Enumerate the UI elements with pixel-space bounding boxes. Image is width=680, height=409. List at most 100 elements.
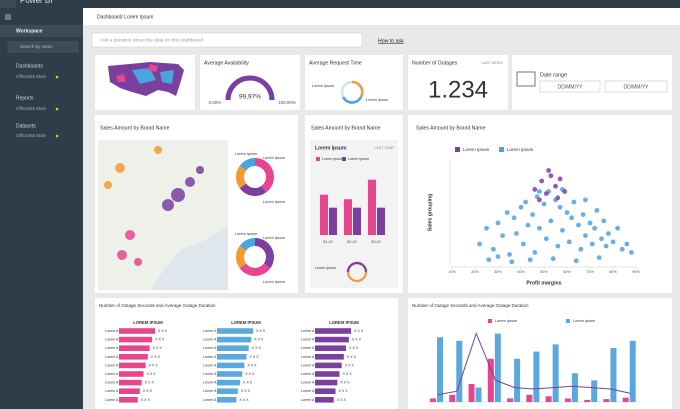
row-label: Lorem A — [105, 372, 119, 376]
row-label: Lorem A — [301, 381, 315, 385]
list-bar — [119, 336, 153, 343]
scatter-point — [539, 178, 545, 184]
row-value: X X X — [158, 329, 168, 333]
donut-segment — [239, 238, 255, 251]
row-label: Lorem A — [203, 338, 217, 342]
x-tick-label: 90% — [632, 270, 640, 274]
x-tick-label: 40% — [517, 270, 525, 274]
row-value: X X X — [339, 389, 349, 393]
scatter-point — [560, 227, 565, 233]
list-header: LOREM IPSUM — [329, 320, 359, 325]
bar — [610, 348, 617, 402]
bar — [456, 340, 463, 402]
bar — [584, 399, 591, 402]
row-label: Lorem A — [301, 372, 315, 376]
section-item[interactable]: Office365 Main — [16, 133, 47, 138]
menu-icon[interactable] — [5, 14, 11, 20]
row-label: Lorem A — [203, 355, 217, 359]
row-label: Lorem A — [301, 338, 315, 342]
section-label[interactable]: Reports — [16, 95, 34, 101]
workspace-row[interactable] — [0, 25, 83, 37]
legend-label: Lorem Ipsum — [573, 319, 595, 323]
bar — [564, 398, 571, 402]
row-value: X X X — [352, 338, 362, 342]
bar — [494, 333, 501, 402]
bar — [368, 179, 376, 235]
x-tick-label: 20% — [471, 270, 479, 274]
row-label: Lorem A — [105, 363, 119, 367]
scatter-point — [518, 204, 524, 210]
donut-label: Lorem Ipsum — [235, 152, 257, 156]
y-axis-label: Sales grouping — [427, 194, 433, 231]
row-value: X X X — [345, 363, 355, 367]
scatter-point — [580, 212, 586, 218]
list-bar — [217, 371, 243, 377]
date-title: Date range — [540, 72, 567, 78]
row-label: Lorem A — [203, 398, 217, 402]
list-bar — [217, 362, 245, 369]
scatter-point — [606, 231, 611, 236]
search-placeholder: Search by name — [20, 44, 53, 49]
row-label: Lorem A — [301, 389, 315, 393]
section-item[interactable]: Office365 Main — [16, 74, 47, 79]
gauge-arc — [225, 75, 275, 101]
section-label[interactable]: Dashboards — [16, 63, 43, 69]
row-value: X X X — [155, 338, 165, 342]
app-icon — [0, 0, 16, 8]
scatter-point — [543, 236, 549, 242]
search-box[interactable] — [7, 41, 79, 53]
scatter-point — [543, 191, 549, 197]
list-bar — [119, 354, 148, 360]
us-map-regions — [116, 64, 158, 82]
scatter-point — [491, 246, 496, 252]
date-from-box[interactable] — [539, 80, 601, 93]
legend-swatch — [316, 157, 320, 161]
list-bar — [315, 379, 338, 386]
workspace-label: Workspace — [16, 28, 43, 34]
tile-title: Sales Amount by Brand Name — [311, 125, 381, 131]
list-bar — [119, 345, 150, 351]
donut-segment — [235, 165, 247, 189]
row-label: Lorem A — [301, 346, 315, 350]
qa-link[interactable]: How to ask — [378, 38, 404, 44]
gauge-min: 0,00% — [209, 100, 222, 105]
ring-label: Lorem Ipsum — [366, 98, 388, 102]
calendar-icon — [516, 71, 536, 87]
row-label: Lorem A — [105, 329, 119, 333]
line-series — [437, 332, 631, 396]
date-to-box[interactable] — [604, 80, 668, 93]
bar — [353, 207, 361, 235]
tile-title: Number of Outages — [412, 60, 458, 66]
row-value: X X X — [145, 381, 155, 385]
section-label[interactable]: Datasets — [16, 123, 36, 129]
row-label: Lorem A — [301, 329, 315, 333]
favorite-star — [55, 107, 59, 111]
list-bar — [119, 379, 142, 386]
scatter-point — [486, 257, 492, 263]
donut-label: Lorem Ipsum — [263, 280, 285, 284]
list-bar — [315, 354, 344, 360]
scatter-point — [530, 212, 535, 218]
list-bar — [119, 328, 155, 334]
row-label: Lorem A — [301, 363, 315, 367]
row-label: Lorem A — [203, 346, 217, 350]
bar — [603, 399, 610, 402]
list-bar — [315, 371, 340, 377]
donut-segment — [239, 263, 271, 277]
scatter-point — [504, 210, 510, 215]
panel-title: Lorem Ipsum — [315, 145, 347, 151]
row-label: Lorem A — [105, 338, 119, 342]
region-land — [98, 140, 228, 290]
list-bar — [119, 371, 144, 377]
section-item[interactable]: Office365 Main — [16, 106, 47, 111]
legend-label: Lorem Ipsum — [495, 319, 517, 323]
scatter-point — [596, 255, 602, 261]
scatter-point — [477, 241, 482, 247]
scatter-point — [562, 189, 568, 194]
donut-segment — [239, 183, 267, 197]
bar — [377, 207, 385, 235]
qa-box[interactable] — [91, 32, 363, 48]
scatter-point — [576, 222, 581, 228]
scatter-point — [587, 220, 593, 226]
row-value: X X X — [349, 346, 359, 350]
